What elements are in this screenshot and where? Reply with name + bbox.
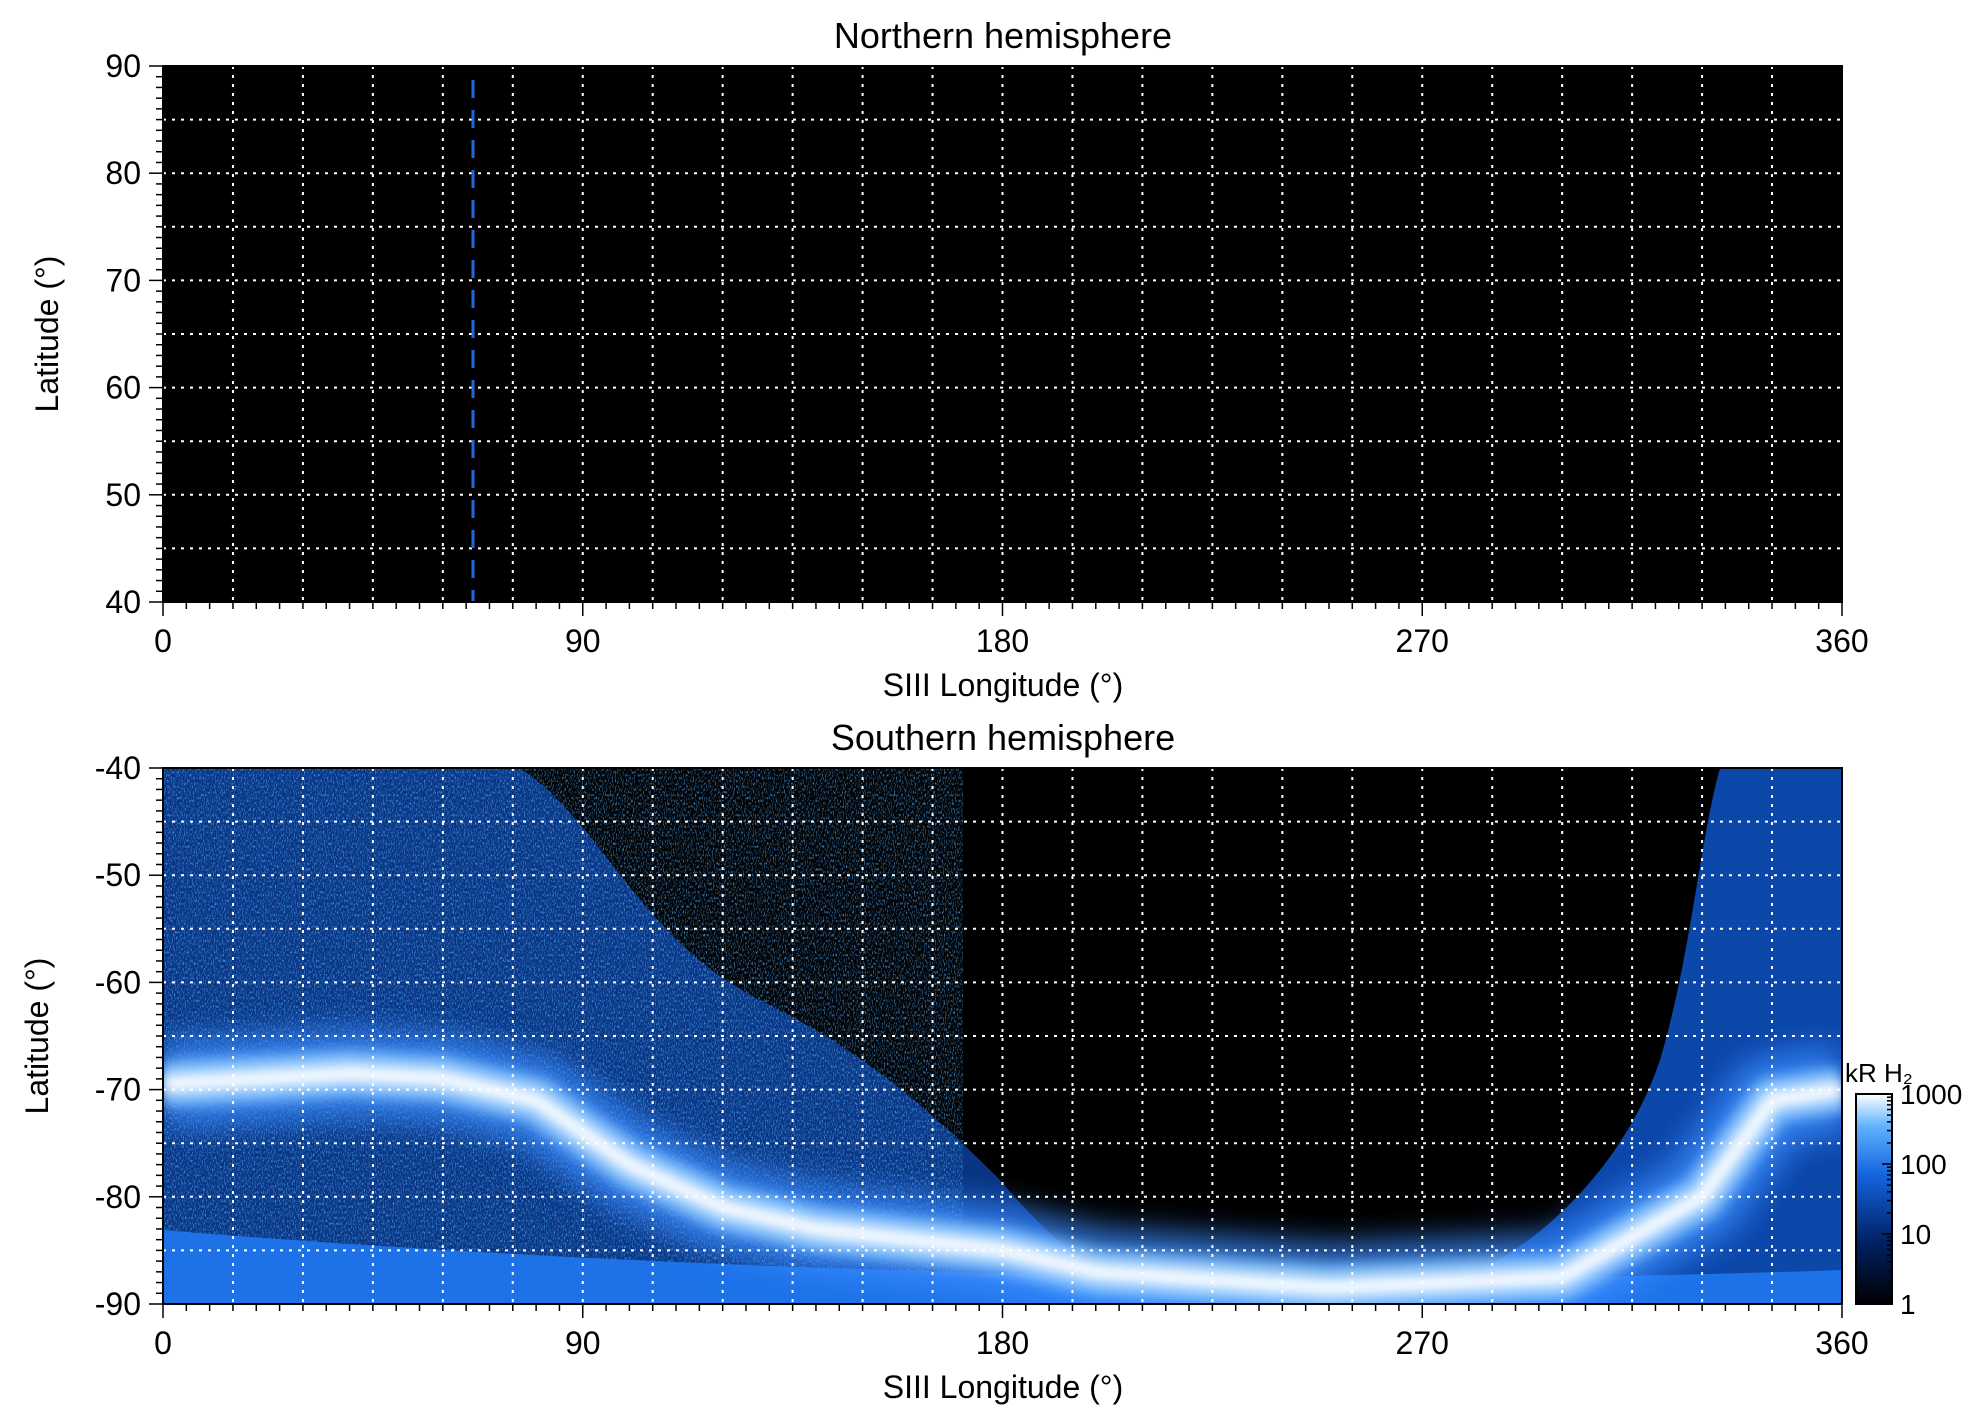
south-panel: Southern hemisphere -90 -80 -70 -60 -50 -40 0 9… <box>19 717 1869 1405</box>
colorbar-ticks: 1 10 100 1000 <box>1882 1079 1962 1320</box>
colorbar-tick-label: 1000 <box>1900 1079 1962 1110</box>
x-tick-label: 360 <box>1815 1325 1868 1361</box>
y-tick-label: -60 <box>95 964 141 1000</box>
x-tick-label: 0 <box>154 623 172 659</box>
x-tick-label: 180 <box>976 1325 1029 1361</box>
y-tick-label: -50 <box>95 857 141 893</box>
north-ylabel: Latitude (°) <box>29 256 65 413</box>
y-tick-label: -40 <box>95 750 141 786</box>
south-grid <box>163 768 1842 1304</box>
north-axes: 40 50 60 70 80 90 0 90 180 270 360 <box>105 48 1868 659</box>
north-xlabel: SIII Longitude (°) <box>883 667 1123 703</box>
y-tick-label: 80 <box>105 155 141 191</box>
south-xlabel: SIII Longitude (°) <box>883 1369 1123 1405</box>
x-tick-label: 0 <box>154 1325 172 1361</box>
x-tick-label: 360 <box>1815 623 1868 659</box>
y-tick-label: 90 <box>105 48 141 84</box>
x-tick-label: 180 <box>976 623 1029 659</box>
y-tick-label: -80 <box>95 1179 141 1215</box>
x-tick-label: 90 <box>565 623 601 659</box>
north-title: Northern hemisphere <box>834 15 1172 56</box>
south-axes: -90 -80 -70 -60 -50 -40 0 90 180 270 360 <box>95 750 1869 1361</box>
colorbar-tick-label: 100 <box>1900 1149 1947 1180</box>
south-title: Southern hemisphere <box>831 717 1175 758</box>
colorbar-tick-label: 1 <box>1900 1289 1916 1320</box>
north-panel: Northern hemisphere 40 50 60 70 80 90 0 90 180 27… <box>29 15 1869 703</box>
x-tick-label: 90 <box>565 1325 601 1361</box>
colorbar: kR H₂ 1 10 100 1000 <box>1845 1058 1962 1320</box>
colorbar-gradient <box>1855 1093 1893 1305</box>
y-tick-label: -90 <box>95 1286 141 1322</box>
x-tick-label: 270 <box>1396 1325 1449 1361</box>
colorbar-label: kR H₂ <box>1845 1058 1913 1088</box>
y-tick-label: 50 <box>105 477 141 513</box>
colorbar-tick-label: 10 <box>1900 1219 1931 1250</box>
south-ylabel: Latitude (°) <box>19 958 55 1115</box>
x-tick-label: 270 <box>1396 623 1449 659</box>
north-grid <box>163 66 1842 602</box>
y-tick-label: -70 <box>95 1072 141 1108</box>
y-tick-label: 60 <box>105 370 141 406</box>
y-tick-label: 70 <box>105 262 141 298</box>
y-tick-label: 40 <box>105 584 141 620</box>
